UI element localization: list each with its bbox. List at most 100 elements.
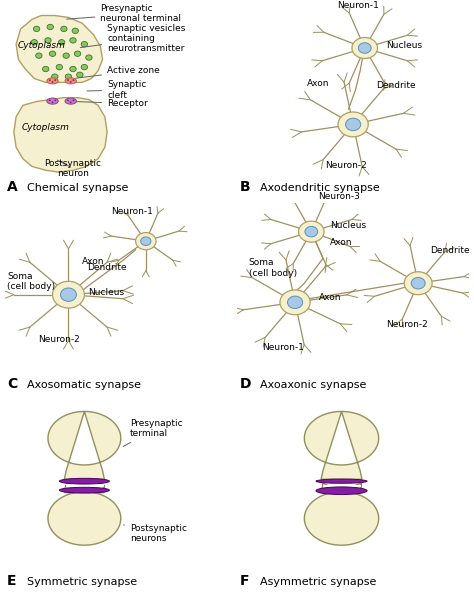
Polygon shape (304, 483, 379, 545)
Ellipse shape (70, 66, 76, 72)
Ellipse shape (59, 478, 109, 484)
Text: C: C (7, 377, 17, 391)
Text: Symmetric synapse: Symmetric synapse (27, 577, 137, 587)
Ellipse shape (70, 38, 76, 43)
Ellipse shape (81, 64, 88, 70)
Ellipse shape (54, 79, 56, 81)
Ellipse shape (52, 101, 54, 103)
Text: Postsynaptic
neurons: Postsynaptic neurons (123, 524, 187, 543)
Text: Presynaptic
terminal: Presynaptic terminal (123, 419, 182, 447)
Text: Neuron-3: Neuron-3 (319, 192, 360, 201)
Ellipse shape (53, 281, 84, 308)
Ellipse shape (280, 290, 310, 315)
Text: Neuron-2: Neuron-2 (325, 161, 367, 170)
Text: Cytoplasm: Cytoplasm (22, 123, 70, 132)
Ellipse shape (86, 55, 92, 60)
Ellipse shape (56, 64, 63, 70)
Ellipse shape (316, 479, 367, 484)
Ellipse shape (72, 28, 79, 33)
Ellipse shape (52, 74, 58, 79)
Ellipse shape (55, 100, 56, 101)
Text: F: F (239, 574, 249, 588)
Ellipse shape (45, 38, 51, 43)
FancyBboxPatch shape (316, 485, 367, 487)
Ellipse shape (70, 81, 72, 83)
Ellipse shape (73, 100, 74, 101)
Text: Neuron-1: Neuron-1 (263, 343, 304, 352)
Text: Soma
(cell body): Soma (cell body) (248, 258, 297, 278)
Ellipse shape (47, 24, 54, 30)
Text: Dendrite: Dendrite (430, 245, 469, 255)
Ellipse shape (316, 487, 367, 494)
Ellipse shape (70, 101, 72, 103)
Polygon shape (48, 411, 121, 479)
Text: Dendrite: Dendrite (87, 263, 126, 272)
Text: Cytoplasm: Cytoplasm (17, 41, 65, 50)
Ellipse shape (81, 42, 88, 47)
Ellipse shape (61, 288, 76, 301)
Text: Nucleus: Nucleus (330, 221, 366, 230)
Text: Neuron-2: Neuron-2 (38, 336, 80, 344)
FancyBboxPatch shape (59, 484, 109, 487)
Text: B: B (239, 180, 250, 194)
Text: Presynaptic
neuronal terminal: Presynaptic neuronal terminal (67, 4, 181, 23)
Text: Neuron-1: Neuron-1 (337, 1, 379, 10)
Ellipse shape (346, 118, 361, 131)
Ellipse shape (358, 43, 371, 53)
Ellipse shape (136, 233, 156, 250)
Text: Axosomatic synapse: Axosomatic synapse (27, 380, 142, 390)
Ellipse shape (47, 98, 58, 104)
Ellipse shape (59, 487, 109, 493)
Ellipse shape (31, 39, 37, 45)
Ellipse shape (299, 221, 324, 242)
Text: Synaptic vesicles
containing
neurotransmitter: Synaptic vesicles containing neurotransm… (80, 23, 185, 53)
Text: E: E (7, 574, 17, 588)
Ellipse shape (63, 53, 69, 59)
Text: Axon: Axon (82, 257, 105, 266)
Ellipse shape (52, 81, 54, 83)
Ellipse shape (49, 79, 51, 81)
Ellipse shape (43, 66, 49, 72)
Ellipse shape (67, 79, 69, 81)
Ellipse shape (73, 79, 74, 81)
Ellipse shape (33, 26, 40, 32)
Text: Nucleus: Nucleus (386, 41, 422, 50)
Ellipse shape (65, 98, 76, 104)
Text: Receptor: Receptor (76, 99, 148, 108)
Text: Asymmetric synapse: Asymmetric synapse (260, 577, 377, 587)
Ellipse shape (65, 74, 72, 79)
Text: Synaptic
cleft: Synaptic cleft (87, 81, 146, 100)
Text: Active zone: Active zone (76, 66, 160, 78)
Text: Axon: Axon (330, 238, 352, 247)
Text: A: A (7, 180, 18, 194)
Ellipse shape (305, 226, 318, 237)
Ellipse shape (411, 278, 425, 289)
Ellipse shape (36, 53, 42, 59)
Ellipse shape (352, 38, 377, 59)
Ellipse shape (404, 272, 432, 295)
Polygon shape (14, 98, 107, 172)
Ellipse shape (58, 39, 65, 45)
Ellipse shape (141, 237, 151, 245)
Polygon shape (16, 16, 102, 82)
Polygon shape (48, 483, 121, 545)
Text: Axon: Axon (319, 293, 341, 303)
Ellipse shape (49, 51, 56, 56)
Ellipse shape (47, 78, 58, 84)
Text: Nucleus: Nucleus (88, 288, 124, 297)
Polygon shape (304, 411, 379, 479)
Text: Soma
(cell body): Soma (cell body) (7, 272, 55, 291)
Ellipse shape (77, 72, 83, 78)
Ellipse shape (338, 112, 368, 137)
Text: Dendrite: Dendrite (376, 81, 416, 90)
Text: Neuron-1: Neuron-1 (111, 207, 153, 217)
Ellipse shape (65, 78, 76, 84)
Ellipse shape (61, 26, 67, 32)
Text: Axon: Axon (307, 79, 329, 88)
Text: Postsynaptic
neuron: Postsynaptic neuron (45, 159, 101, 178)
Ellipse shape (74, 51, 81, 56)
Ellipse shape (49, 100, 51, 101)
Text: Axoaxonic synapse: Axoaxonic synapse (260, 380, 366, 390)
Text: D: D (239, 377, 251, 391)
Ellipse shape (67, 100, 69, 101)
